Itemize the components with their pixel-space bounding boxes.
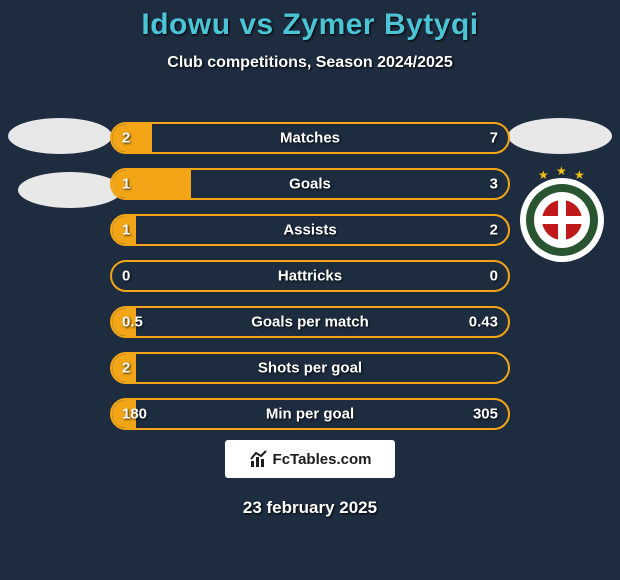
bar-label: Hattricks	[278, 268, 342, 285]
stat-row: 2 Shots per goal	[110, 352, 510, 384]
bar-right-value: 305	[473, 406, 498, 423]
bar-label: Matches	[280, 130, 340, 147]
bar-right-value: 0	[490, 268, 498, 285]
bar-label: Shots per goal	[258, 360, 362, 377]
stat-row: 2 Matches 7	[110, 122, 510, 154]
date-text: 23 february 2025	[0, 498, 620, 518]
comparison-bars: 2 Matches 7 1 Goals 3 1 Assists 2 0 Hattricks 0 0.5 G…	[110, 122, 510, 444]
stat-row: 1 Goals 3	[110, 168, 510, 200]
bar-left-value: 1	[122, 222, 130, 239]
bar-left-value: 1	[122, 176, 130, 193]
bar-left-value: 0	[122, 268, 130, 285]
bar-right-value: 3	[490, 176, 498, 193]
right-club-logo-1	[508, 118, 612, 154]
bar-left-value: 2	[122, 130, 130, 147]
brand-text: FcTables.com	[273, 451, 372, 468]
cska-crest-icon: ★ ★ ★	[520, 178, 604, 262]
bar-label: Min per goal	[266, 406, 354, 423]
bar-right-value: 2	[490, 222, 498, 239]
page-subtitle: Club competitions, Season 2024/2025	[0, 54, 620, 72]
stat-row: 180 Min per goal 305	[110, 398, 510, 430]
stat-row: 0 Hattricks 0	[110, 260, 510, 292]
bar-right-value: 0.43	[469, 314, 498, 331]
bar-left-value: 180	[122, 406, 147, 423]
bar-left-value: 0.5	[122, 314, 143, 331]
bar-left-fill	[112, 124, 152, 152]
bar-left-value: 2	[122, 360, 130, 377]
bar-label: Goals per match	[251, 314, 369, 331]
brand-badge: FcTables.com	[225, 440, 395, 478]
stat-row: 1 Assists 2	[110, 214, 510, 246]
stat-row: 0.5 Goals per match 0.43	[110, 306, 510, 338]
brand-chart-icon	[249, 449, 269, 469]
bar-label: Assists	[283, 222, 336, 239]
page-title: Idowu vs Zymer Bytyqi	[0, 0, 620, 42]
bar-label: Goals	[289, 176, 331, 193]
left-club-logo-2	[18, 172, 122, 208]
left-club-logo-1	[8, 118, 112, 154]
bar-right-value: 7	[490, 130, 498, 147]
